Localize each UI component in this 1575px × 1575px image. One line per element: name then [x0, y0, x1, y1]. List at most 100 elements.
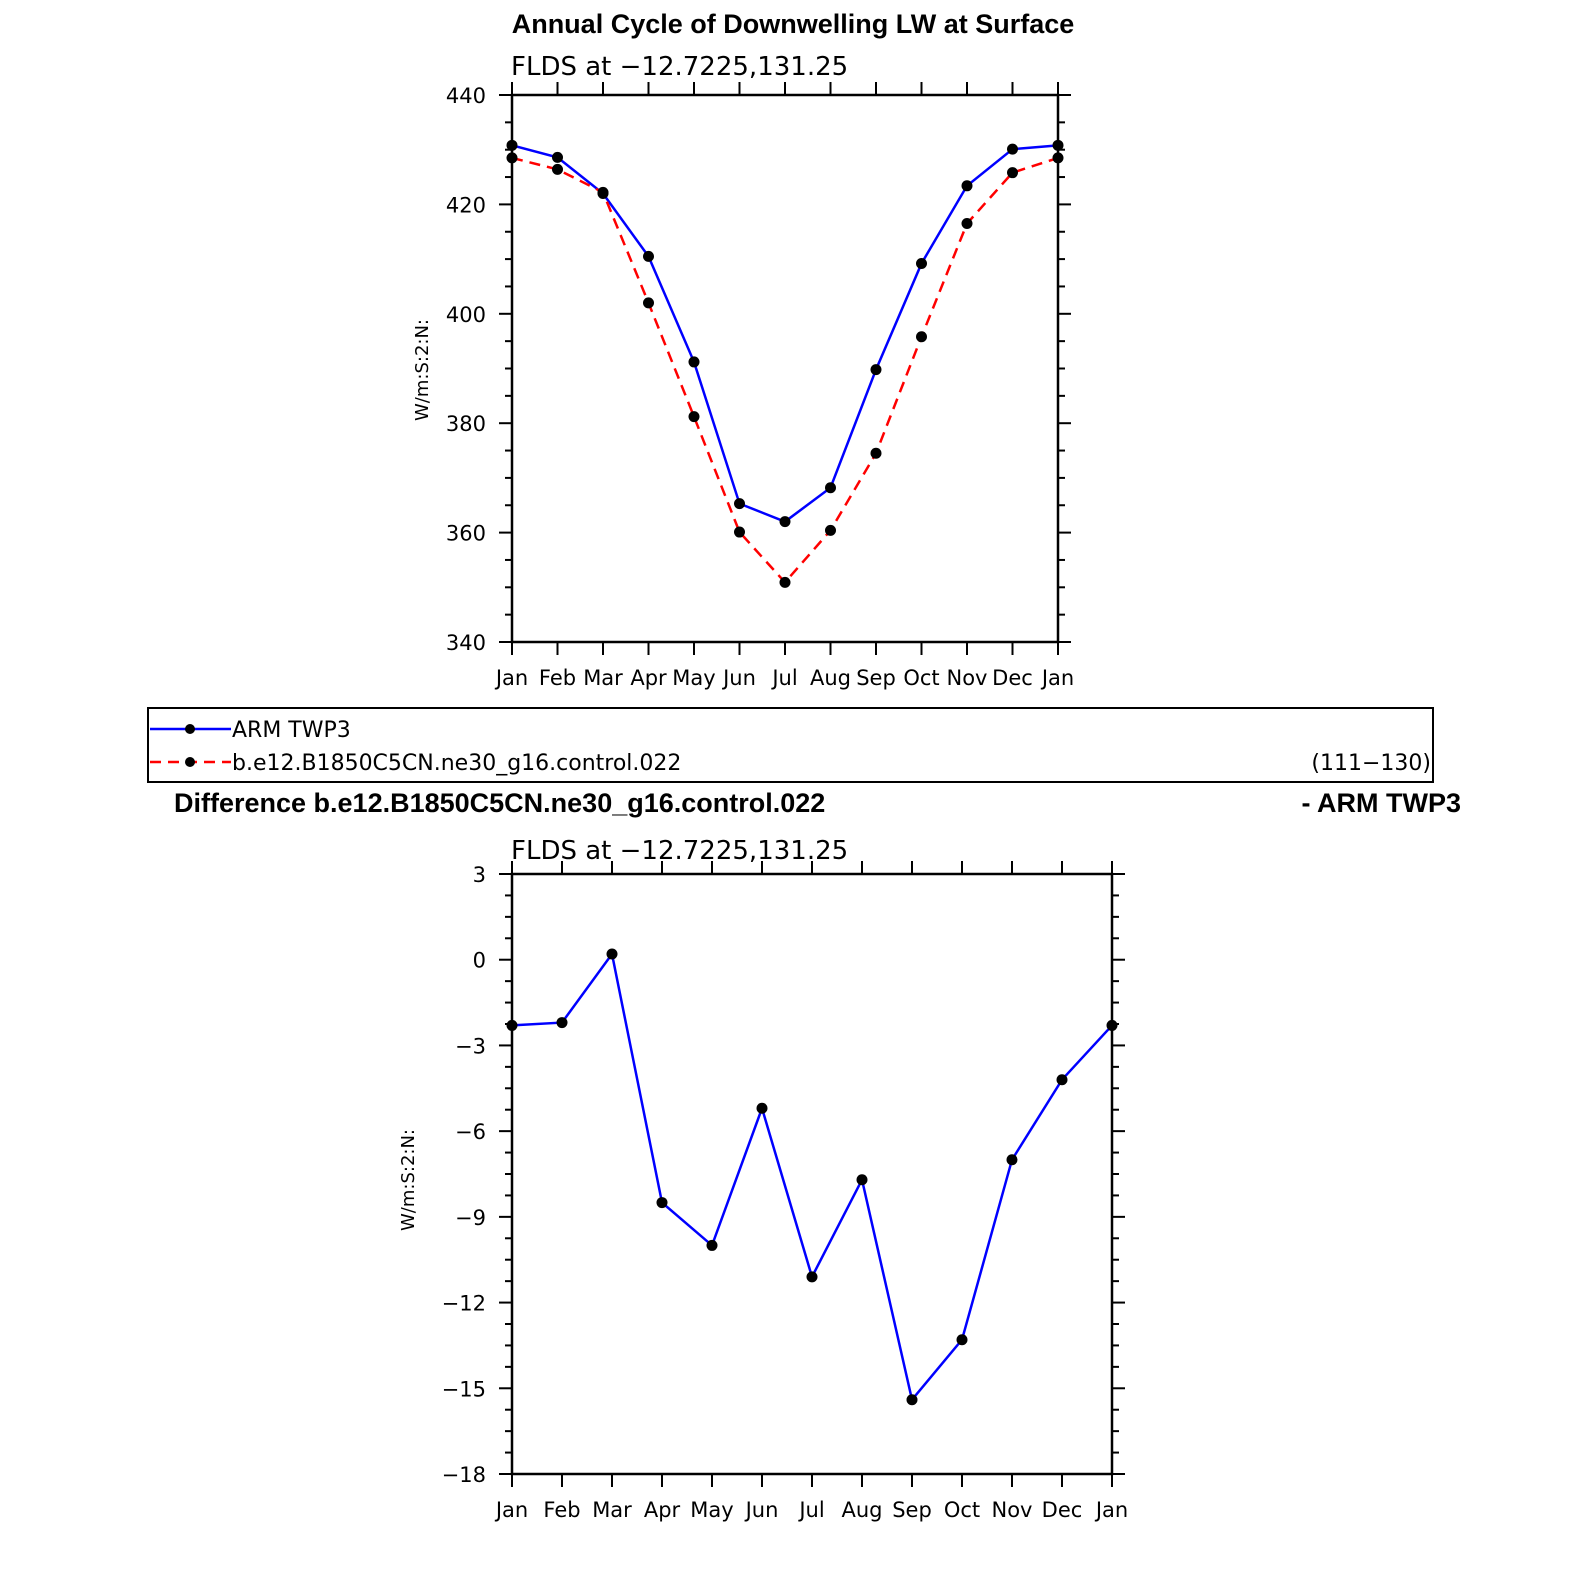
legend: ARM TWP3 b.e12.B1850C5CN.ne30_g16.contro…	[147, 707, 1434, 783]
bottom-chart: −18 −15 −12 −9 −6 −3 0 3 Jan Feb Mar Apr May Jun Jul Au…	[442, 861, 1128, 1522]
legend-note: (111−130)	[1311, 751, 1431, 776]
bottom-series-0-point	[556, 1017, 568, 1029]
chart-title-bottom-left: Difference b.e12.B1850C5CN.ne30_g16.cont…	[174, 788, 825, 818]
top-series-0-point	[643, 250, 654, 262]
bottom-xtick-label: Feb	[543, 1498, 580, 1522]
top-series-0-point	[734, 498, 745, 510]
top-series-1-point	[870, 447, 882, 459]
bottom-series-0-point	[606, 948, 618, 960]
legend-label-arm: ARM TWP3	[232, 718, 351, 743]
chart-title-bottom-right: - ARM TWP3	[1302, 788, 1461, 818]
top-series-0-point	[506, 139, 518, 151]
top-xtick-label: Aug	[810, 666, 851, 690]
top-series-1-point	[916, 331, 927, 343]
bottom-series-0-point	[956, 1334, 968, 1346]
top-xtick-label: Jan	[1040, 666, 1074, 690]
bottom-xtick-label: Jun	[744, 1498, 779, 1522]
top-xtick-label: Feb	[539, 666, 576, 690]
top-xtick-label: Apr	[630, 666, 667, 690]
bottom-xtick-label: Aug	[841, 1498, 882, 1522]
bottom-series-0-point	[1056, 1074, 1068, 1086]
legend-marker-arm	[185, 724, 195, 734]
top-ytick-label: 380	[446, 412, 486, 436]
top-series-0-point	[1007, 143, 1018, 155]
top-ytick-label: 420	[446, 193, 486, 217]
top-series-1-point	[825, 524, 836, 536]
top-chart: 340 360 380 400 420 440 Jan Feb Mar Apr May Jun Jul A…	[446, 82, 1074, 690]
top-xtick-label: May	[672, 666, 715, 690]
top-xtick-label: Nov	[947, 666, 988, 690]
top-series-line-0	[511, 144, 1059, 524]
bottom-series-0-point	[656, 1197, 668, 1209]
top-series-0-point	[870, 364, 882, 376]
top-series-1-point	[552, 163, 563, 175]
legend-entry-model: b.e12.B1850C5CN.ne30_g16.control.022	[150, 751, 681, 776]
bottom-series-0-point	[906, 1394, 918, 1406]
legend-label-model: b.e12.B1850C5CN.ne30_g16.control.022	[232, 751, 681, 776]
bottom-series-0-point	[506, 1019, 518, 1031]
bottom-series-0-point	[1006, 1154, 1018, 1166]
bottom-xtick-label: Sep	[892, 1498, 932, 1522]
bottom-series-0-point	[756, 1102, 768, 1114]
top-series-0-point	[779, 516, 791, 528]
top-series-1-point	[1052, 152, 1064, 164]
top-series-1-point	[1007, 167, 1018, 179]
y-axis-label-bottom: W/m:S:2:N:	[398, 1129, 419, 1231]
top-ytick-label: 340	[446, 631, 486, 655]
bottom-xtick-label: Nov	[992, 1498, 1033, 1522]
bottom-series-0-point	[806, 1271, 818, 1283]
bottom-ytick-label: −15	[442, 1377, 486, 1401]
chart-subtitle-bottom: FLDS at −12.7225,131.25	[511, 836, 848, 866]
bottom-xtick-label: Mar	[592, 1498, 632, 1522]
bottom-ytick-label: −12	[442, 1292, 486, 1316]
top-series-0-point	[961, 180, 973, 192]
top-series-0-point	[552, 151, 563, 163]
bottom-xtick-label: Jan	[1094, 1498, 1128, 1522]
top-series-0-point	[916, 257, 927, 269]
bottom-xtick-label: Jan	[494, 1498, 528, 1522]
chart-title-top: Annual Cycle of Downwelling LW at Surfac…	[512, 9, 1075, 39]
bottom-series-line-0	[511, 950, 1113, 1403]
bottom-xtick-label: Apr	[644, 1498, 681, 1522]
top-series-1-point	[734, 526, 745, 538]
bottom-ytick-label: −6	[455, 1120, 486, 1144]
legend-box	[147, 707, 1434, 783]
top-series-0-point	[688, 356, 700, 368]
bottom-xtick-label: Dec	[1042, 1498, 1083, 1522]
top-series-1-point	[597, 186, 609, 198]
top-ytick-label: 400	[446, 303, 486, 327]
top-series-0-point	[825, 482, 836, 494]
top-xtick-label: Jun	[721, 666, 756, 690]
top-xtick-label: Dec	[992, 666, 1033, 690]
top-xtick-label: Mar	[583, 666, 623, 690]
top-series-1-point	[643, 297, 654, 309]
bottom-ytick-label: −3	[455, 1034, 486, 1058]
y-axis-label-top: W/m:S:2:N:	[412, 319, 433, 421]
top-series-1-point	[506, 152, 518, 164]
bottom-ytick-label: 0	[473, 949, 486, 973]
bottom-plot-frame	[510, 872, 1114, 1476]
top-series-1-point	[779, 576, 791, 588]
legend-entry-arm: ARM TWP3	[150, 718, 351, 743]
top-xtick-label: Jul	[770, 666, 797, 690]
top-xtick-label: Sep	[856, 666, 896, 690]
bottom-series-0-point	[1106, 1019, 1118, 1031]
top-xtick-label: Jan	[494, 666, 528, 690]
bottom-series-0-point	[706, 1239, 718, 1251]
top-ytick-label: 440	[446, 84, 486, 108]
top-series-1-point	[688, 411, 700, 423]
bottom-xtick-label: Jul	[797, 1498, 824, 1522]
top-xtick-label: Oct	[903, 666, 939, 690]
chart-subtitle-top: FLDS at −12.7225,131.25	[511, 52, 848, 82]
bottom-xtick-label: May	[690, 1498, 733, 1522]
top-series-1-point	[961, 218, 973, 230]
legend-marker-model	[185, 757, 195, 767]
bottom-series-0-point	[856, 1174, 868, 1186]
bottom-xtick-label: Oct	[944, 1498, 980, 1522]
top-ytick-label: 360	[446, 522, 486, 546]
bottom-ytick-label: −18	[442, 1463, 486, 1487]
top-series-0-point	[1052, 139, 1064, 151]
bottom-ytick-label: −9	[455, 1206, 486, 1230]
bottom-ytick-label: 3	[473, 863, 486, 887]
